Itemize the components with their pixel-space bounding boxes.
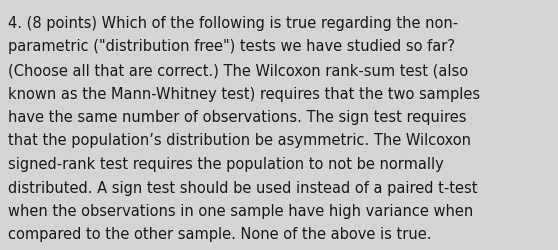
Text: distributed. A sign test should be used instead of a paired t-test: distributed. A sign test should be used … [8,180,478,195]
Text: when the observations in one sample have high variance when: when the observations in one sample have… [8,203,473,218]
Text: signed-rank test requires the population to not be normally: signed-rank test requires the population… [8,156,444,171]
Text: parametric ("distribution free") tests we have studied so far?: parametric ("distribution free") tests w… [8,39,455,54]
Text: known as the Mann-Whitney test) requires that the two samples: known as the Mann-Whitney test) requires… [8,86,480,101]
Text: compared to the other sample. None of the above is true.: compared to the other sample. None of th… [8,226,431,242]
Text: that the population’s distribution be asymmetric. The Wilcoxon: that the population’s distribution be as… [8,133,471,148]
Text: (Choose all that are correct.) The Wilcoxon rank-sum test (also: (Choose all that are correct.) The Wilco… [8,63,468,78]
Text: 4. (8 points) Which of the following is true regarding the non-: 4. (8 points) Which of the following is … [8,16,458,31]
Text: have the same number of observations. The sign test requires: have the same number of observations. Th… [8,110,466,124]
